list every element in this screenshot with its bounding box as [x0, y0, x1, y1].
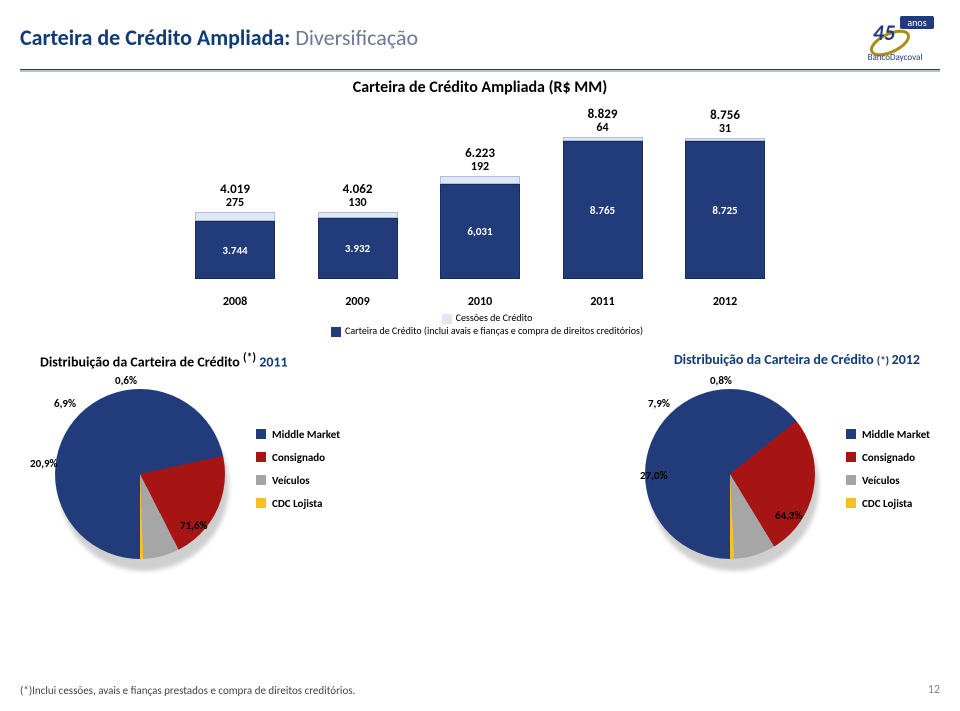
- legend-label-main: Carteira de Crédito (inclui avais e fian…: [345, 324, 643, 337]
- logo-anos: anos: [907, 16, 926, 29]
- legend-item: Veículos: [256, 474, 340, 487]
- legend-label: Veículos: [272, 474, 310, 487]
- pie-chart-2011: [55, 389, 225, 559]
- pie-slice-label: 0,6%: [115, 374, 137, 387]
- pie-slice-label: 6,9%: [54, 397, 76, 410]
- legend-label: Consignado: [272, 451, 325, 464]
- legend-swatch: [846, 452, 856, 462]
- legend-label-cessoes: Cessões de Crédito: [456, 311, 533, 324]
- bar-2012: 8.756318.725: [680, 109, 770, 279]
- legend-label: CDC Lojista: [862, 497, 912, 510]
- legend-swatch: [256, 452, 266, 462]
- pie-slice-label: 27,0%: [640, 469, 668, 482]
- bar-2011: 8.829648.765: [558, 108, 648, 279]
- legend-swatch: [256, 429, 266, 439]
- pie-slice-label: 71,6%: [180, 519, 208, 532]
- pie-legend-right: Middle Market Consignado Veículos CDC Lojis…: [846, 428, 930, 520]
- page-title: Carteira de Crédito Ampliada: Diversific…: [20, 24, 418, 51]
- bar-chart-title: Carteira de Crédito Ampliada (R$ MM): [0, 78, 960, 97]
- logo: 45 anos BancoDaycoval: [850, 10, 940, 65]
- legend-item: Veículos: [846, 474, 930, 487]
- legend-swatch: [256, 498, 266, 508]
- footnote: (*)Inclui cessões, avais e fianças prest…: [20, 684, 355, 697]
- legend-label: Consignado: [862, 451, 915, 464]
- pie-chart-2012: [645, 389, 815, 559]
- bar-chart-legend: Cessões de Crédito Carteira de Crédito (…: [0, 311, 960, 337]
- legend-label: Middle Market: [272, 428, 340, 441]
- pie-slice-label: 20,9%: [30, 457, 58, 470]
- legend-swatch: [846, 429, 856, 439]
- xaxis-label: 2008: [190, 295, 280, 309]
- legend-swatch: [846, 475, 856, 485]
- bar-chart: 4.0192753.744 4.0621303.932 6.2231926,031 8…: [190, 109, 770, 309]
- title-main: Carteira de Crédito Ampliada:: [20, 24, 290, 51]
- legend-swatch: [846, 498, 856, 508]
- legend-item: CDC Lojista: [256, 497, 340, 510]
- xaxis-label: 2010: [435, 295, 525, 309]
- pie-legend-left: Middle Market Consignado Veículos CDC Lojis…: [256, 428, 340, 520]
- legend-item: Consignado: [846, 451, 930, 464]
- pie-left: 71,6%20,9%6,9%0,6% Middle MarketConsigna…: [30, 379, 340, 569]
- legend-item: Middle Market: [256, 428, 340, 441]
- header-rule: [20, 69, 940, 72]
- xaxis-label: 2012: [680, 295, 770, 309]
- legend-label: CDC Lojista: [272, 497, 322, 510]
- legend-label: Middle Market: [862, 428, 930, 441]
- pie-right: 64,3%27,0%7,9%0,8% Middle MarketConsigna…: [620, 379, 930, 569]
- pie-left-title: Distribuição da Carteira de Crédito (*) …: [40, 351, 288, 371]
- legend-item: Middle Market: [846, 428, 930, 441]
- bar-2009: 4.0621303.932: [313, 183, 403, 279]
- pie-right-title: Distribuição da Carteira de Crédito (*) …: [674, 351, 920, 371]
- xaxis-label: 2011: [558, 295, 648, 309]
- pie-slice-label: 0,8%: [710, 374, 732, 387]
- pie-slice-label: 64,3%: [775, 509, 803, 522]
- legend-item: CDC Lojista: [846, 497, 930, 510]
- pie-slice-label: 7,9%: [648, 397, 670, 410]
- svg-text:BancoDaycoval: BancoDaycoval: [868, 52, 923, 63]
- title-sub: Diversificação: [290, 24, 418, 51]
- bar-2010: 6.2231926,031: [435, 147, 525, 279]
- legend-swatch: [256, 475, 266, 485]
- header: Carteira de Crédito Ampliada: Diversific…: [0, 0, 960, 69]
- xaxis-label: 2009: [313, 295, 403, 309]
- legend-swatch-cessoes: [442, 314, 452, 324]
- bar-2008: 4.0192753.744: [190, 183, 280, 279]
- legend-label: Veículos: [862, 474, 900, 487]
- page-number: 12: [928, 683, 940, 697]
- svg-text:45: 45: [873, 19, 895, 46]
- legend-swatch-main: [331, 327, 341, 337]
- legend-item: Consignado: [256, 451, 340, 464]
